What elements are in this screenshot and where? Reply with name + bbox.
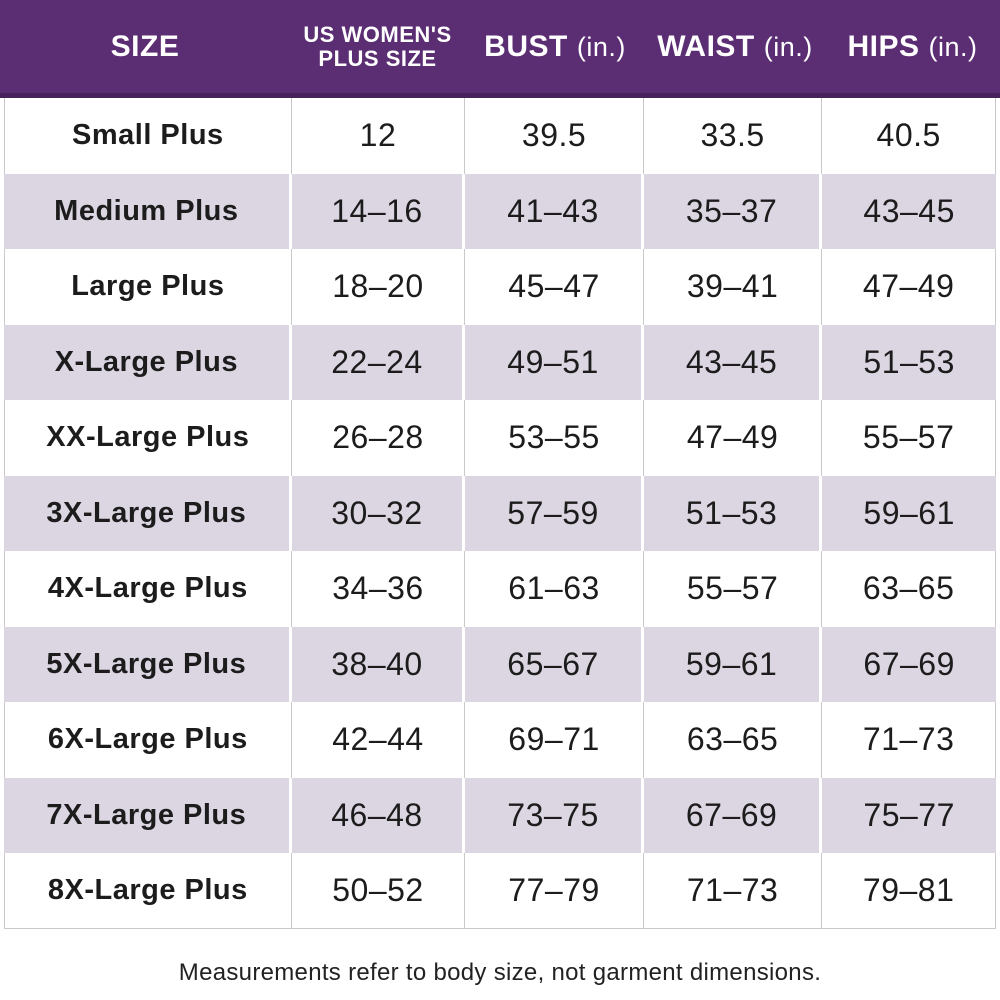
bust-cell: 41–43 [465, 173, 644, 249]
bust-cell: 49–51 [465, 324, 644, 400]
bust-cell: 69–71 [465, 702, 644, 778]
waist-cell: 33.5 [643, 98, 823, 174]
bust-cell: 45–47 [465, 249, 644, 325]
header-cell-us-plus-size: US WOMEN'S PLUS SIZE [290, 0, 465, 93]
size-cell: 7X-Large Plus [4, 777, 292, 853]
bust-cell: 57–59 [465, 475, 644, 551]
us-plus-size-cell: 50–52 [291, 853, 466, 929]
header-cell-waist: WAIST (in.) [645, 0, 825, 93]
us-plus-size-cell: 46–48 [291, 777, 466, 853]
waist-cell: 39–41 [643, 249, 823, 325]
size-cell: Small Plus [4, 98, 292, 174]
size-cell: 8X-Large Plus [4, 853, 292, 929]
hips-cell: 40.5 [822, 98, 996, 174]
waist-cell: 71–73 [643, 853, 823, 929]
table-row: 6X-Large Plus 42–44 69–71 63–65 71–73 [4, 702, 996, 778]
bust-cell: 77–79 [465, 853, 644, 929]
hips-cell: 43–45 [822, 173, 996, 249]
us-plus-size-cell: 38–40 [291, 626, 466, 702]
us-plus-size-cell: 12 [291, 98, 466, 174]
header-label-hips: HIPS [847, 29, 920, 63]
waist-cell: 67–69 [643, 777, 823, 853]
bust-cell: 39.5 [465, 98, 644, 174]
header-unit-bust: (in.) [576, 31, 626, 62]
hips-cell: 63–65 [822, 551, 996, 627]
us-plus-size-cell: 14–16 [291, 173, 466, 249]
table-row: Small Plus 12 39.5 33.5 40.5 [4, 98, 996, 174]
header-cell-hips: HIPS (in.) [825, 0, 1000, 93]
bust-cell: 65–67 [465, 626, 644, 702]
waist-cell: 63–65 [643, 702, 823, 778]
table-row: 8X-Large Plus 50–52 77–79 71–73 79–81 [4, 853, 996, 929]
waist-cell: 43–45 [643, 324, 823, 400]
hips-cell: 67–69 [822, 626, 996, 702]
header-label-us-womens: US WOMEN'S [303, 22, 452, 48]
size-cell: XX-Large Plus [4, 400, 292, 476]
header-unit-hips: (in.) [928, 31, 978, 62]
table-row: 7X-Large Plus 46–48 73–75 67–69 75–77 [4, 777, 996, 853]
hips-cell: 55–57 [822, 400, 996, 476]
size-cell: Large Plus [4, 249, 292, 325]
waist-cell: 47–49 [643, 400, 823, 476]
waist-cell: 59–61 [643, 626, 823, 702]
bust-cell: 73–75 [465, 777, 644, 853]
size-cell: 4X-Large Plus [4, 551, 292, 627]
us-plus-size-cell: 26–28 [291, 400, 466, 476]
header-label-plus-size: PLUS SIZE [318, 45, 437, 71]
table-row: X-Large Plus 22–24 49–51 43–45 51–53 [4, 324, 996, 400]
header-unit-waist: (in.) [763, 31, 813, 62]
size-cell: X-Large Plus [4, 324, 292, 400]
size-cell: 5X-Large Plus [4, 626, 292, 702]
us-plus-size-cell: 34–36 [291, 551, 466, 627]
header-label-bust: BUST [484, 29, 568, 63]
header-label-waist: WAIST [657, 29, 755, 63]
table-row: Large Plus 18–20 45–47 39–41 47–49 [4, 249, 996, 325]
hips-cell: 51–53 [822, 324, 996, 400]
table-row: 4X-Large Plus 34–36 61–63 55–57 63–65 [4, 551, 996, 627]
bust-cell: 61–63 [465, 551, 644, 627]
size-cell: Medium Plus [4, 173, 292, 249]
size-cell: 6X-Large Plus [4, 702, 292, 778]
hips-cell: 71–73 [822, 702, 996, 778]
table-header-row: SIZE US WOMEN'S PLUS SIZE BUST (in.) WAI… [0, 0, 1000, 98]
header-cell-bust: BUST (in.) [465, 0, 645, 93]
hips-cell: 47–49 [822, 249, 996, 325]
table-row: 5X-Large Plus 38–40 65–67 59–61 67–69 [4, 626, 996, 702]
table-row: Medium Plus 14–16 41–43 35–37 43–45 [4, 173, 996, 249]
hips-cell: 59–61 [822, 475, 996, 551]
us-plus-size-cell: 22–24 [291, 324, 466, 400]
waist-cell: 51–53 [643, 475, 823, 551]
table-row: 3X-Large Plus 30–32 57–59 51–53 59–61 [4, 475, 996, 551]
hips-cell: 75–77 [822, 777, 996, 853]
waist-cell: 35–37 [643, 173, 823, 249]
waist-cell: 55–57 [643, 551, 823, 627]
us-plus-size-cell: 42–44 [291, 702, 466, 778]
table-body: Small Plus 12 39.5 33.5 40.5 Medium Plus 14–16… [4, 98, 996, 929]
header-cell-size: SIZE [0, 0, 290, 93]
footnote: Measurements refer to body size, not gar… [178, 958, 822, 986]
us-plus-size-cell: 30–32 [291, 475, 466, 551]
header-label-size: SIZE [110, 29, 180, 63]
us-plus-size-cell: 18–20 [291, 249, 466, 325]
hips-cell: 79–81 [822, 853, 996, 929]
size-cell: 3X-Large Plus [4, 475, 292, 551]
table-row: XX-Large Plus 26–28 53–55 47–49 55–57 [4, 400, 996, 476]
bust-cell: 53–55 [465, 400, 644, 476]
